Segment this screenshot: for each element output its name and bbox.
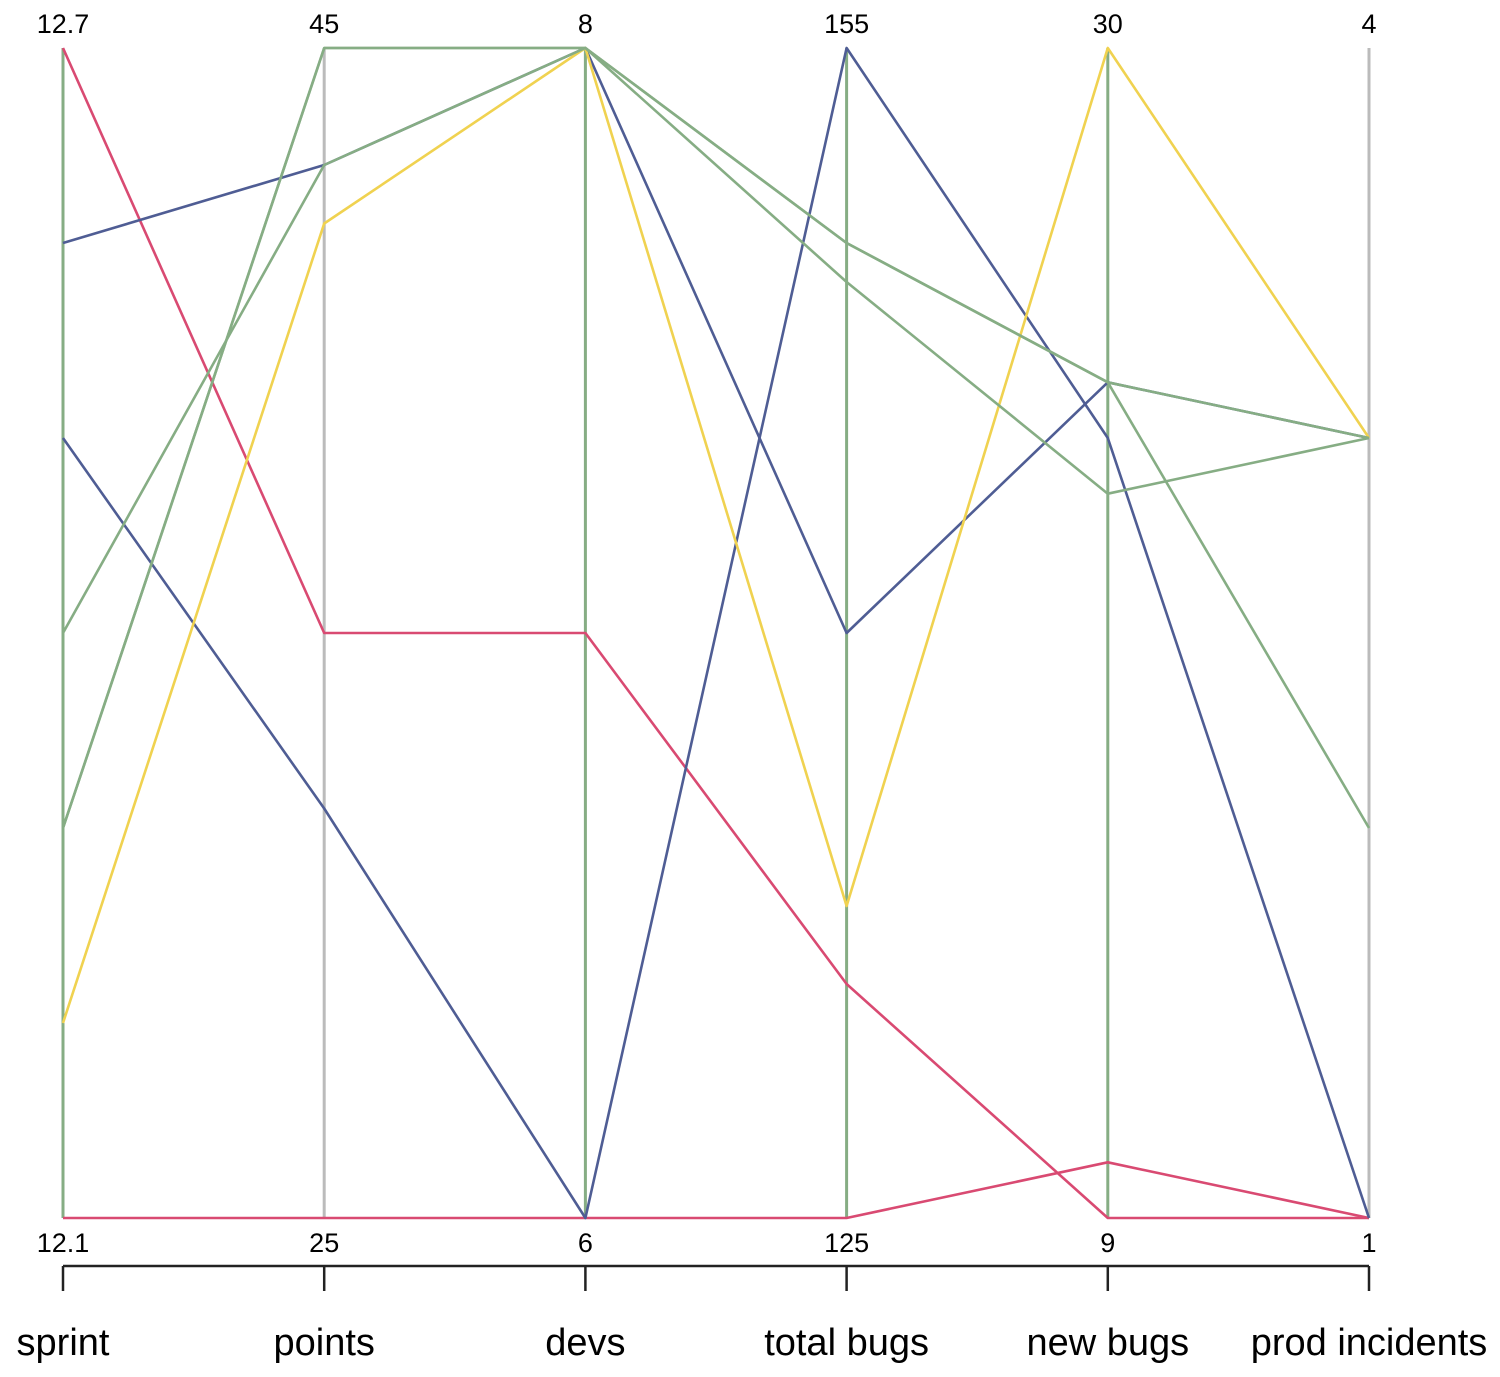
- tick-labels: 12.7 12.1 45 25 8 6 155 125 30 9 4 1: [37, 9, 1377, 1258]
- axis-names: sprint points devs total bugs new bugs prod i…: [17, 1322, 1488, 1364]
- tick-label-max-new-bugs: 30: [1093, 9, 1123, 39]
- tick-label-min-points: 25: [309, 1228, 339, 1258]
- tick-label-min-sprint: 12.1: [37, 1228, 90, 1258]
- tick-label-max-sprint: 12.7: [37, 9, 90, 39]
- tick-label-max-devs: 8: [578, 9, 593, 39]
- tick-label-max-points: 45: [309, 9, 339, 39]
- axis-name-sprint: sprint: [17, 1322, 110, 1364]
- tick-label-min-devs: 6: [578, 1228, 593, 1258]
- tick-label-min-prod-incidents: 1: [1361, 1228, 1376, 1258]
- series-line-3: [62, 46, 1370, 635]
- axis-name-new-bugs: new bugs: [1026, 1322, 1189, 1364]
- axis-name-devs: devs: [545, 1322, 625, 1364]
- series-line-8: [61, 46, 1371, 829]
- bottom-scale: [61, 1264, 1371, 1291]
- series-line-6: [61, 46, 1370, 634]
- axis-name-total-bugs: total bugs: [764, 1322, 929, 1364]
- series-lines: [61, 46, 1371, 1220]
- tick-label-max-total-bugs: 155: [824, 9, 869, 39]
- axis-name-points: points: [273, 1322, 374, 1364]
- axis-name-prod-incidents: prod incidents: [1251, 1322, 1488, 1364]
- series-line-1: [61, 47, 1369, 1220]
- series-line-2: [63, 1161, 1370, 1220]
- series-line-4: [61, 46, 1371, 1220]
- tick-label-min-new-bugs: 9: [1100, 1228, 1115, 1258]
- series-line-5: [61, 46, 1371, 1024]
- tick-label-min-total-bugs: 125: [824, 1228, 869, 1258]
- tick-label-max-prod-incidents: 4: [1361, 9, 1376, 39]
